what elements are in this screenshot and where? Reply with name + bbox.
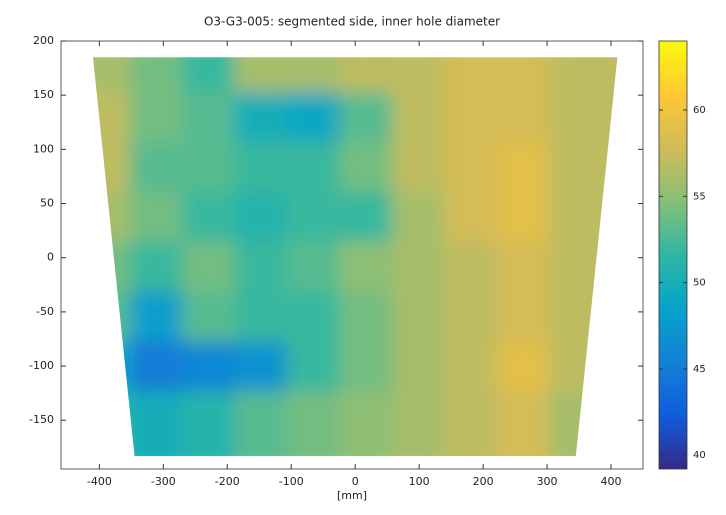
y-tick-label: 200 bbox=[33, 34, 54, 47]
x-tick-label: 100 bbox=[409, 475, 430, 488]
colorbar bbox=[658, 40, 688, 470]
colorbar-tick-label: 50 bbox=[693, 278, 706, 289]
plot-frame bbox=[60, 40, 644, 470]
x-tick-label: -200 bbox=[215, 475, 240, 488]
y-tick-label: -150 bbox=[29, 413, 54, 426]
x-tick-label: -300 bbox=[151, 475, 176, 488]
x-axis-label: [mm] bbox=[337, 489, 367, 502]
y-tick-label: 150 bbox=[33, 88, 54, 101]
colorbar-tick-label: 55 bbox=[693, 191, 706, 202]
x-tick-label: 0 bbox=[352, 475, 359, 488]
x-tick-label: 200 bbox=[473, 475, 494, 488]
colorbar-tick-label: 60 bbox=[693, 105, 706, 116]
y-tick-label: -100 bbox=[29, 359, 54, 372]
x-tick-label: -400 bbox=[87, 475, 112, 488]
x-tick-label: 300 bbox=[537, 475, 558, 488]
y-tick-label: 100 bbox=[33, 142, 54, 155]
colorbar-tick-label: 40 bbox=[693, 450, 706, 461]
x-tick-label: -100 bbox=[279, 475, 304, 488]
x-tick-label: 400 bbox=[601, 475, 622, 488]
colorbar-tick-label: 45 bbox=[693, 364, 706, 375]
chart-title: O3-G3-005: segmented side, inner hole di… bbox=[204, 15, 500, 29]
y-tick-label: -50 bbox=[36, 305, 54, 318]
y-tick-label: 0 bbox=[47, 251, 54, 264]
heatmap bbox=[92, 57, 618, 456]
y-tick-label: 50 bbox=[40, 197, 54, 210]
